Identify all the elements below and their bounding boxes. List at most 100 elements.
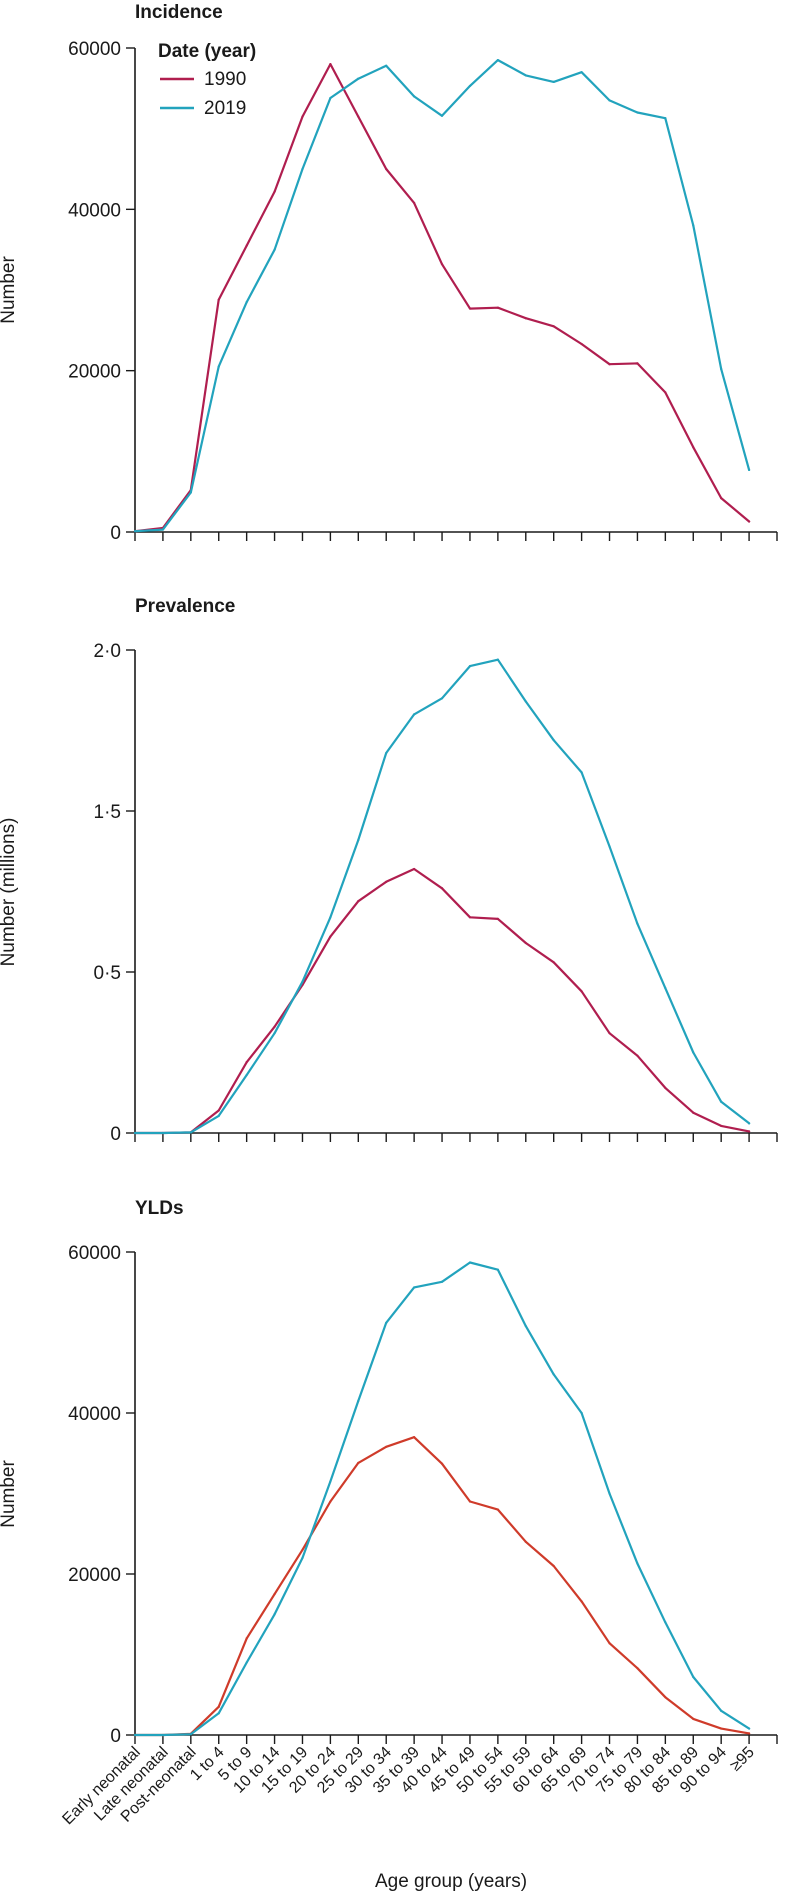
y-axis-title: Number xyxy=(0,256,19,324)
data-point-1990-85-to-89 xyxy=(692,1111,695,1114)
data-point-2019-90-to-94 xyxy=(720,1709,723,1712)
data-point-2019-85-to-89 xyxy=(692,1675,695,1679)
data-point-1990-90-to-94 xyxy=(720,1124,723,1128)
data-point-2019-35-to-39 xyxy=(413,713,416,716)
data-point-1990-35-to-39 xyxy=(413,1436,416,1439)
incidence-panel: Incidence Number 0 20000 40000 60000 xyxy=(0,2,778,544)
prevalence-panel: Prevalence Number (millions) 0 0·5 1·5 2·0 xyxy=(0,596,778,1145)
data-point-2019-75-to-79 xyxy=(636,1562,639,1565)
series-line-2019 xyxy=(133,1261,751,1737)
data-point-1990-5-to-9 xyxy=(245,1061,248,1064)
data-point-2019-70-to-74 xyxy=(608,99,611,102)
data-point-1990-5-to-9 xyxy=(245,1637,248,1640)
data-point-2019-65-to-69 xyxy=(580,71,583,74)
data-point-1990-65-to-69 xyxy=(580,1600,583,1603)
y-tick-label: 60000 xyxy=(68,1243,121,1264)
data-point-2019-15-to-19 xyxy=(301,167,304,171)
data-point-2019-25-to-29 xyxy=(357,1399,360,1403)
data-point-2019-10-to-14 xyxy=(273,1613,276,1616)
data-point-1990-70-to-74 xyxy=(608,1642,611,1645)
data-point-2019-50-to-54 xyxy=(496,1268,499,1271)
data-point-2019-55-to-59 xyxy=(524,1324,527,1328)
panel-title: Prevalence xyxy=(135,596,235,617)
data-point-1990-75-to-79 xyxy=(636,362,639,365)
data-point-1990-10-to-14 xyxy=(273,190,276,193)
data-point-2019-90-to-94 xyxy=(720,1100,723,1103)
data-point-1990-95 xyxy=(747,1130,751,1133)
y-tick-label: 0·5 xyxy=(94,963,121,984)
series-line-2019 xyxy=(133,658,751,1135)
data-point-2019-1-to-4 xyxy=(217,1712,220,1715)
y-tick-label: 0 xyxy=(110,1726,121,1747)
data-point-2019-25-to-29 xyxy=(357,77,360,80)
data-point-2019-85-to-89 xyxy=(692,1051,695,1054)
data-point-1990-90-to-94 xyxy=(720,497,723,500)
legend-title: Date (year) xyxy=(158,41,256,62)
data-point-1990-95 xyxy=(747,520,751,523)
data-point-1990-40-to-44 xyxy=(440,263,444,266)
data-point-1990-50-to-54 xyxy=(496,306,499,309)
data-point-2019-55-to-59 xyxy=(524,700,527,703)
data-point-2019-20-to-24 xyxy=(329,916,332,919)
data-point-1990-70-to-74 xyxy=(608,1032,611,1035)
data-point-2019-10-to-14 xyxy=(273,248,276,251)
data-point-2019-15-to-19 xyxy=(301,980,304,983)
data-point-2019-35-to-39 xyxy=(413,95,416,98)
data-point-1990-80-to-84 xyxy=(664,1086,667,1090)
y-tick-label: 20000 xyxy=(68,1565,121,1586)
data-point-1990-10-to-14 xyxy=(273,1025,276,1028)
data-point-1990-45-to-49 xyxy=(468,307,472,310)
data-point-1990-10-to-14 xyxy=(273,1593,276,1596)
data-point-2019-95 xyxy=(747,1122,751,1125)
data-point-2019-30-to-34 xyxy=(385,64,388,67)
data-point-1990-40-to-44 xyxy=(440,887,444,890)
data-point-1990-20-to-24 xyxy=(329,1500,332,1503)
data-point-1990-75-to-79 xyxy=(636,1054,639,1057)
axis-lines xyxy=(134,1252,777,1736)
data-point-1990-85-to-89 xyxy=(692,446,695,449)
data-point-1990-75-to-79 xyxy=(636,1667,639,1670)
data-point-1990-70-to-74 xyxy=(608,363,611,366)
series-line-2019 xyxy=(133,59,751,533)
y-axis-title: Number (millions) xyxy=(0,818,19,967)
data-point-2019-early-neonatal xyxy=(133,530,137,533)
data-point-2019-post-neonatal xyxy=(189,491,192,494)
data-point-2019-early-neonatal xyxy=(133,1733,137,1737)
data-point-2019-40-to-44 xyxy=(440,697,444,700)
legend-label-2019: 2019 xyxy=(204,98,246,119)
data-point-1990-80-to-84 xyxy=(664,1696,667,1699)
data-point-2019-early-neonatal xyxy=(133,1131,137,1135)
data-point-2019-20-to-24 xyxy=(329,96,332,100)
data-point-2019-80-to-84 xyxy=(664,117,667,120)
data-point-2019-40-to-44 xyxy=(440,1280,444,1283)
data-point-2019-95 xyxy=(747,1727,751,1730)
data-point-1990-55-to-59 xyxy=(524,941,527,945)
data-point-1990-15-to-19 xyxy=(301,1548,304,1551)
data-point-2019-45-to-49 xyxy=(468,665,472,668)
legend: Date (year) 1990 2019 xyxy=(158,41,256,119)
data-point-1990-40-to-44 xyxy=(440,1462,444,1465)
data-point-2019-5-to-9 xyxy=(245,1073,248,1077)
legend-label-1990: 1990 xyxy=(204,69,246,90)
y-tick-label: 60000 xyxy=(68,39,121,60)
data-point-2019-50-to-54 xyxy=(496,658,499,661)
data-point-1990-50-to-54 xyxy=(496,917,499,920)
data-point-1990-1-to-4 xyxy=(217,1109,220,1112)
series-line-1990 xyxy=(133,1436,751,1737)
data-point-2019-5-to-9 xyxy=(245,1661,248,1664)
data-point-2019-15-to-19 xyxy=(301,1556,304,1559)
data-point-1990-65-to-69 xyxy=(580,342,583,346)
data-point-2019-1-to-4 xyxy=(217,365,220,368)
panel-title: Incidence xyxy=(135,2,223,23)
data-point-1990-95 xyxy=(747,1732,751,1735)
data-point-2019-late-neonatal xyxy=(161,528,165,531)
data-point-2019-65-to-69 xyxy=(580,771,583,774)
data-point-2019-55-to-59 xyxy=(524,74,527,77)
data-point-2019-late-neonatal xyxy=(161,1733,165,1737)
data-point-1990-30-to-34 xyxy=(385,880,388,883)
data-point-2019-60-to-64 xyxy=(552,739,555,742)
y-tick-label: 40000 xyxy=(68,1404,121,1425)
y-axis-title: Number xyxy=(0,1460,19,1528)
